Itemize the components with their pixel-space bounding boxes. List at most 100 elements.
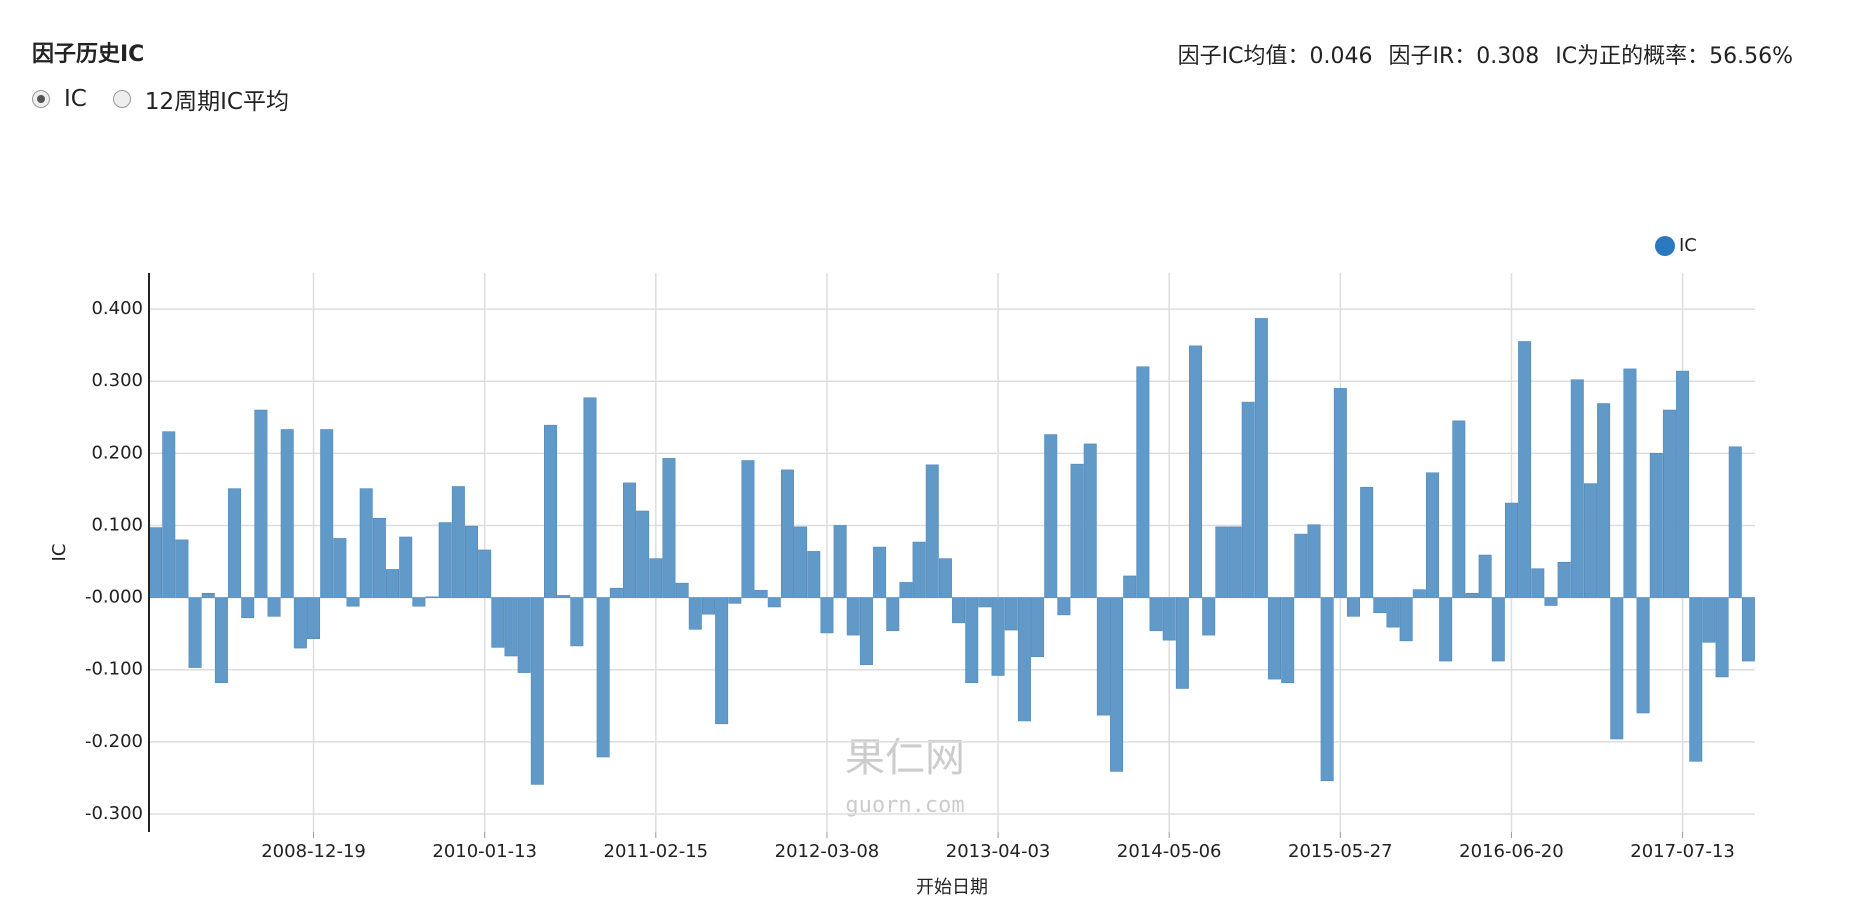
bar [175, 539, 189, 598]
bar [1017, 597, 1031, 722]
bar [1465, 592, 1479, 598]
bar [912, 541, 926, 598]
bar [965, 597, 979, 683]
y-tick-label: 0.300 [91, 370, 143, 391]
bar [1136, 366, 1150, 598]
bar [425, 596, 439, 598]
bar [741, 460, 755, 598]
x-tick-label: 2015-05-27 [1288, 841, 1393, 862]
bar [873, 546, 887, 598]
legend-label: IC [1679, 235, 1697, 256]
bar [451, 486, 465, 598]
bar [754, 590, 768, 598]
bar [1504, 502, 1518, 598]
x-tick-label: 2011-02-15 [604, 841, 709, 862]
y-tick-label: -0.000 [85, 587, 143, 608]
bar [1254, 318, 1268, 598]
stat: 因子IC均值：0.046 [1177, 44, 1373, 69]
bar [1597, 403, 1611, 598]
bar [214, 597, 228, 683]
bar [1741, 597, 1755, 662]
bar [1241, 401, 1255, 598]
x-tick-label: 2017-07-13 [1630, 841, 1735, 862]
bar [530, 597, 544, 785]
bar [1676, 370, 1690, 598]
bar [307, 597, 321, 639]
radio-label[interactable]: IC [64, 86, 87, 112]
bar [1083, 443, 1097, 598]
bar [1570, 379, 1584, 598]
bar [1149, 597, 1163, 632]
bar [1347, 597, 1360, 617]
bar [1439, 597, 1453, 662]
radio-button[interactable] [112, 90, 131, 108]
bar [622, 482, 636, 598]
bar [1386, 597, 1400, 628]
bar [1623, 368, 1637, 598]
bar [1544, 597, 1558, 606]
bar [254, 409, 268, 598]
bar [1031, 597, 1045, 658]
bar [794, 526, 808, 598]
bar [1320, 597, 1334, 782]
bar [767, 597, 781, 608]
y-tick-label: -0.200 [85, 731, 143, 752]
bar [1202, 597, 1216, 636]
y-tick-label: -0.300 [85, 803, 143, 824]
bar [188, 597, 202, 668]
bar [293, 597, 307, 649]
stats: 因子IC均值：0.046 因子IR：0.308 IC为正的概率：56.56% [1178, 38, 1793, 70]
bar [1044, 434, 1058, 598]
bar [886, 597, 900, 632]
bar [1294, 533, 1308, 598]
bar [1175, 597, 1189, 689]
bar [649, 558, 663, 598]
bar [820, 597, 834, 634]
bar [1715, 597, 1729, 678]
bar [1583, 483, 1597, 598]
bar [833, 525, 847, 598]
bar [583, 397, 597, 598]
radio-label[interactable]: 12周期IC平均 [144, 89, 289, 115]
bar [228, 488, 242, 598]
bar [1070, 463, 1084, 598]
bar [1649, 453, 1663, 598]
bar [1228, 526, 1242, 598]
stat: IC为正的概率：56.56% [1555, 44, 1793, 69]
bar [1268, 597, 1282, 680]
y-tick-label: 0.200 [91, 442, 143, 463]
bar [1689, 597, 1703, 762]
radio-option[interactable]: 12周期IC平均 [112, 82, 289, 116]
bar [412, 597, 426, 607]
bar [1360, 486, 1374, 598]
x-tick-label: 2010-01-13 [432, 841, 537, 862]
bar [952, 597, 966, 624]
bar [938, 558, 952, 598]
bar [1452, 420, 1466, 598]
bar [1728, 446, 1742, 598]
bar [320, 429, 334, 598]
y-tick-label: 0.100 [91, 514, 143, 535]
bar [557, 595, 571, 598]
bar [1123, 575, 1137, 598]
bar [1636, 597, 1650, 714]
bar [1518, 341, 1532, 598]
stat: 因子IR：0.308 [1388, 44, 1540, 69]
bar [978, 597, 992, 608]
y-axis-label: IC [49, 544, 70, 562]
bar [517, 597, 531, 673]
bar [1702, 597, 1716, 643]
radio-option[interactable]: IC [32, 82, 87, 116]
bar [1425, 472, 1439, 598]
radio-button[interactable] [32, 90, 50, 108]
bar [267, 597, 281, 617]
bar [333, 538, 347, 598]
bar [1491, 597, 1505, 662]
watermark: 果仁网 [845, 735, 965, 781]
bar [925, 464, 939, 598]
bar [346, 597, 360, 607]
legend-marker [1655, 236, 1675, 256]
bar [438, 522, 452, 598]
